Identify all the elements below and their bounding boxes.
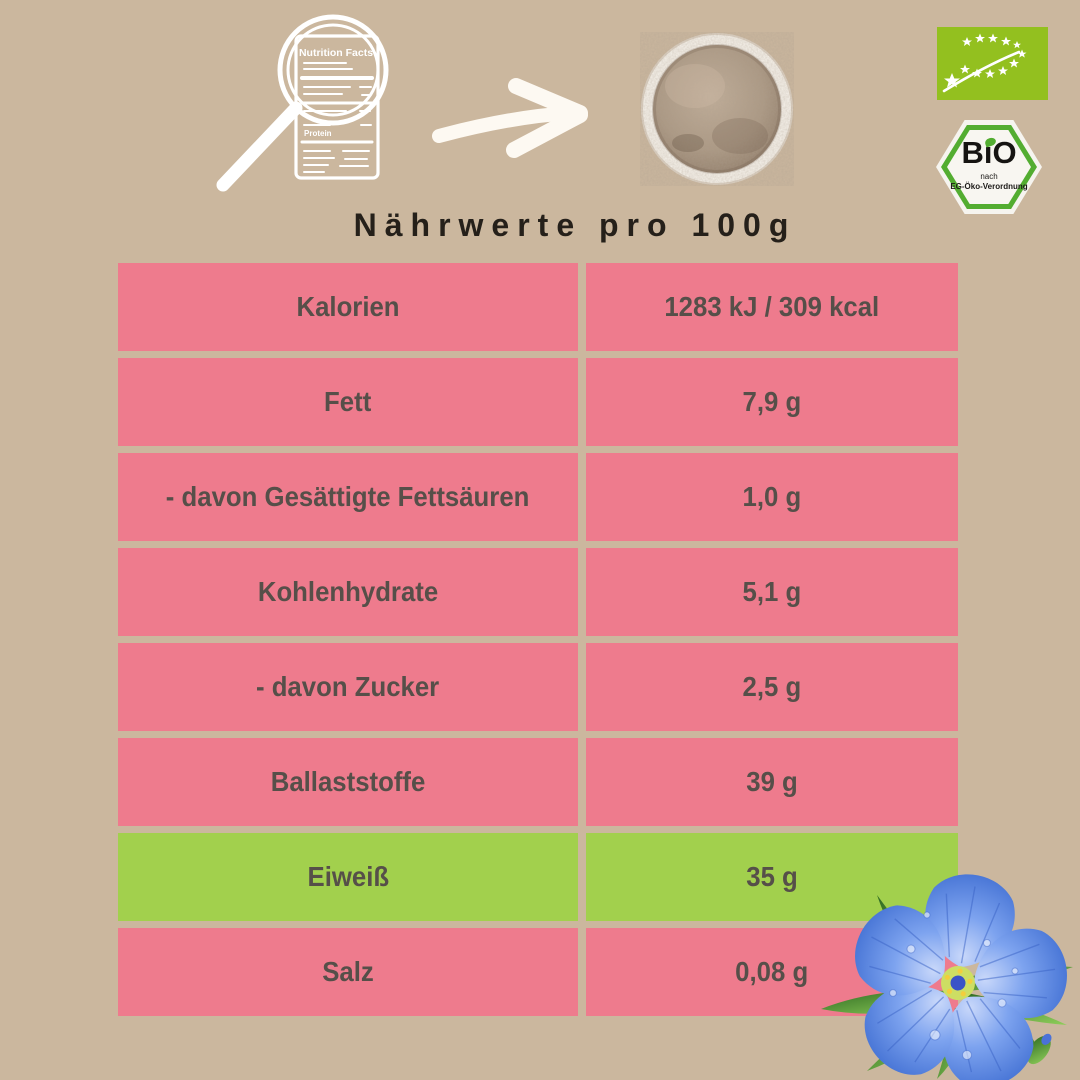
row-label: - davon Zucker (118, 643, 578, 731)
row-value: 5,1 g (586, 548, 958, 636)
magnifier-label-title: Nutrition Facts (299, 47, 373, 59)
row-label: Kohlenhydrate (118, 548, 578, 636)
row-value: 1283 kJ / 309 kcal (586, 263, 958, 351)
powder-bowl-image (641, 33, 793, 185)
table-row: Ballaststoffe 39 g (118, 738, 958, 826)
row-value: 2,5 g (586, 643, 958, 731)
table-row: Kalorien 1283 kJ / 309 kcal (118, 263, 958, 351)
table-row: - davon Gesättigte Fettsäuren 1,0 g (118, 453, 958, 541)
row-label: Eiweiß (118, 833, 578, 921)
row-label: Fett (118, 358, 578, 446)
eu-organic-logo (937, 27, 1048, 100)
row-label: Ballaststoffe (118, 738, 578, 826)
table-row: Kohlenhydrate 5,1 g (118, 548, 958, 636)
bio-seal: BiO nach EG-Öko-Verordnung (936, 120, 1042, 214)
row-value: 1,0 g (586, 453, 958, 541)
table-row: - davon Zucker 2,5 g (118, 643, 958, 731)
row-value: 39 g (586, 738, 958, 826)
row-label: Kalorien (118, 263, 578, 351)
page-title: Nährwerte pro 100g (353, 207, 797, 243)
arrow-right-icon (432, 78, 588, 158)
bio-seal-subtext-1: nach (980, 172, 998, 181)
flax-flower-image (821, 874, 1073, 1080)
row-label: Salz (118, 928, 578, 1016)
bio-seal-subtext-2: EG-Öko-Verordnung (950, 182, 1028, 191)
magnifier-label-protein: Protein (304, 129, 332, 138)
table-row: Fett 7,9 g (118, 358, 958, 446)
row-label: - davon Gesättigte Fettsäuren (118, 453, 578, 541)
nutrition-label-magnifier-illustration: Nutrition Facts Protein (216, 14, 389, 192)
row-value: 7,9 g (586, 358, 958, 446)
